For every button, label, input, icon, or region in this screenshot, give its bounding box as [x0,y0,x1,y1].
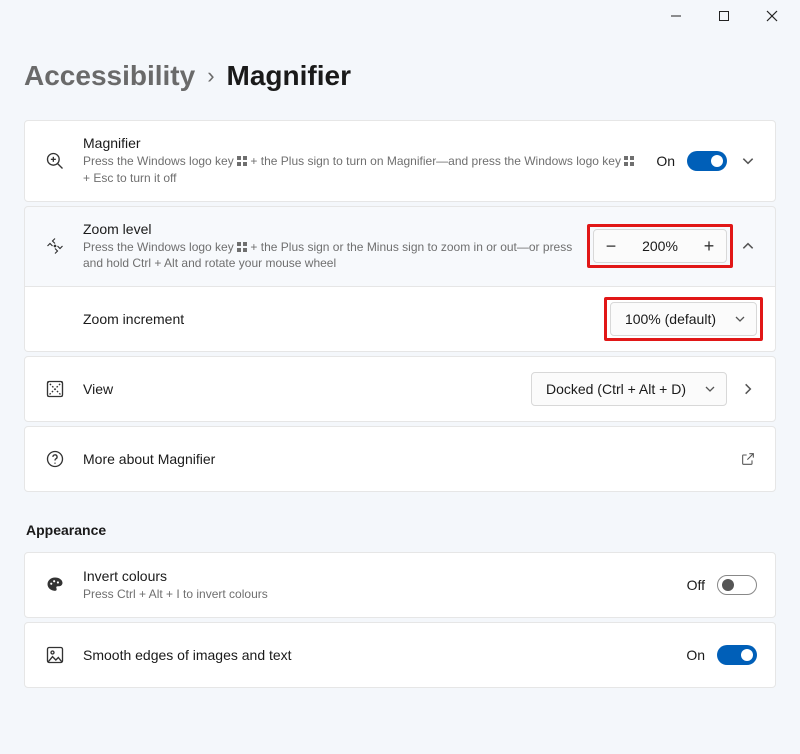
magnifier-toggle[interactable] [687,151,727,171]
smooth-title: Smooth edges of images and text [83,647,670,663]
card-zoom-level: Zoom level Press the Windows logo key + … [24,206,776,288]
minimize-button[interactable] [656,2,696,30]
zoom-level-title: Zoom level [83,221,577,237]
zoom-decrease-button[interactable]: − [594,230,628,262]
chevron-down-icon [734,313,746,325]
zoom-stepper: − 200% + [593,229,727,263]
chevron-right-icon[interactable] [739,382,757,396]
invert-state-label: Off [687,577,705,593]
breadcrumb-parent[interactable]: Accessibility [24,60,195,92]
view-title: View [83,381,515,397]
view-dropdown[interactable]: Docked (Ctrl + Alt + D) [531,372,727,406]
invert-title: Invert colours [83,568,671,584]
breadcrumb-separator: › [207,63,214,89]
card-invert-colours: Invert colours Press Ctrl + Alt + I to i… [24,552,776,618]
breadcrumb-current: Magnifier [227,60,351,92]
magnifier-state-label: On [656,153,675,169]
zoom-increase-button[interactable]: + [692,230,726,262]
smooth-toggle[interactable] [717,645,757,665]
magnifier-title: Magnifier [83,135,640,151]
collapse-chevron-icon[interactable] [739,239,757,253]
card-magnifier: Magnifier Press the Windows logo key + t… [24,120,776,202]
window-titlebar [0,0,800,32]
windows-key-icon [237,156,247,166]
zoom-level-desc: Press the Windows logo key + the Plus si… [83,239,577,273]
zoom-value: 200% [628,238,692,254]
card-smooth-edges: Smooth edges of images and text On [24,622,776,688]
card-zoom-increment: Zoom increment 100% (default) [24,287,776,352]
card-view: View Docked (Ctrl + Alt + D) [24,356,776,422]
help-icon [43,449,67,469]
invert-desc: Press Ctrl + Alt + I to invert colours [83,586,671,603]
zoom-stepper-highlight: − 200% + [593,229,727,263]
chevron-down-icon [704,383,716,395]
breadcrumb: Accessibility › Magnifier [24,32,776,120]
magnifier-icon [43,151,67,171]
magnifier-desc: Press the Windows logo key + the Plus si… [83,153,640,187]
smooth-state-label: On [686,647,705,663]
card-more[interactable]: More about Magnifier [24,426,776,492]
zoom-increment-highlight: 100% (default) [610,302,757,336]
view-value: Docked (Ctrl + Alt + D) [546,381,686,397]
view-icon [43,379,67,399]
close-button[interactable] [752,2,792,30]
maximize-button[interactable] [704,2,744,30]
zoom-increment-dropdown[interactable]: 100% (default) [610,302,757,336]
image-icon [43,645,67,665]
palette-icon [43,575,67,595]
zoom-increment-title: Zoom increment [83,311,594,327]
appearance-header: Appearance [24,496,776,552]
windows-key-icon [624,156,634,166]
more-title: More about Magnifier [83,451,723,467]
windows-key-icon [237,242,247,252]
expand-chevron-icon[interactable] [739,154,757,168]
external-link-icon [739,451,757,467]
zoom-increment-value: 100% (default) [625,311,716,327]
zoom-level-icon [43,236,67,256]
invert-toggle[interactable] [717,575,757,595]
